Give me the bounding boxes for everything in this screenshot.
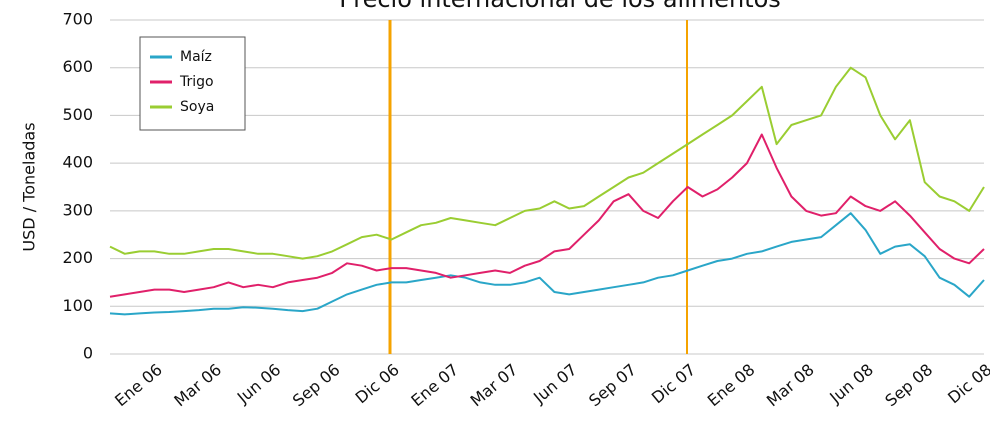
- y-tick-label: 0: [83, 344, 93, 363]
- x-tick-label: Mar 08: [763, 360, 818, 410]
- grid: 0 100 200 300 400 500 600 700: [62, 10, 984, 363]
- y-tick-label: 100: [62, 296, 93, 315]
- x-tick-label: Dic 08: [944, 360, 990, 407]
- x-tick-label: Sep 08: [881, 360, 936, 410]
- y-tick-label: 200: [62, 248, 93, 267]
- legend: Maíz Trigo Soya: [150, 49, 214, 115]
- x-tick-label: Ene 07: [407, 360, 462, 410]
- x-labels: Ene 06 Mar 06 Jun 06 Sep 06 Dic 06 Ene 07 Mar …: [111, 360, 990, 410]
- x-tick-label: Dic 06: [352, 360, 403, 407]
- chart-title: Precio internacional de los alimentos: [339, 0, 781, 13]
- y-tick-label: 700: [62, 10, 93, 29]
- x-tick-label: Ene 08: [704, 360, 759, 410]
- x-tick-label: Mar 07: [467, 360, 522, 410]
- y-axis-label: USD / Toneladas: [20, 122, 39, 251]
- legend-label: Maíz: [180, 49, 212, 65]
- x-tick-label: Dic 07: [648, 360, 699, 407]
- x-tick-label: Jun 06: [233, 360, 285, 408]
- x-tick-label: Jun 08: [825, 360, 877, 408]
- x-tick-label: Sep 07: [585, 360, 640, 410]
- y-tick-label: 300: [62, 200, 93, 219]
- x-tick-label: Sep 06: [289, 360, 344, 410]
- lines: [109, 66, 985, 316]
- legend-label: Soya: [180, 99, 214, 115]
- x-tick-label: Mar 06: [170, 360, 225, 410]
- y-tick-label: 500: [62, 105, 93, 124]
- x-tick-label: Jun 07: [529, 360, 581, 408]
- series-line: [109, 133, 985, 298]
- y-tick-label: 400: [62, 153, 93, 172]
- series-line: [109, 66, 985, 260]
- y-tick-label: 600: [62, 57, 93, 76]
- x-tick-label: Ene 06: [111, 360, 166, 410]
- legend-label: Trigo: [179, 74, 214, 90]
- series-line: [109, 212, 985, 316]
